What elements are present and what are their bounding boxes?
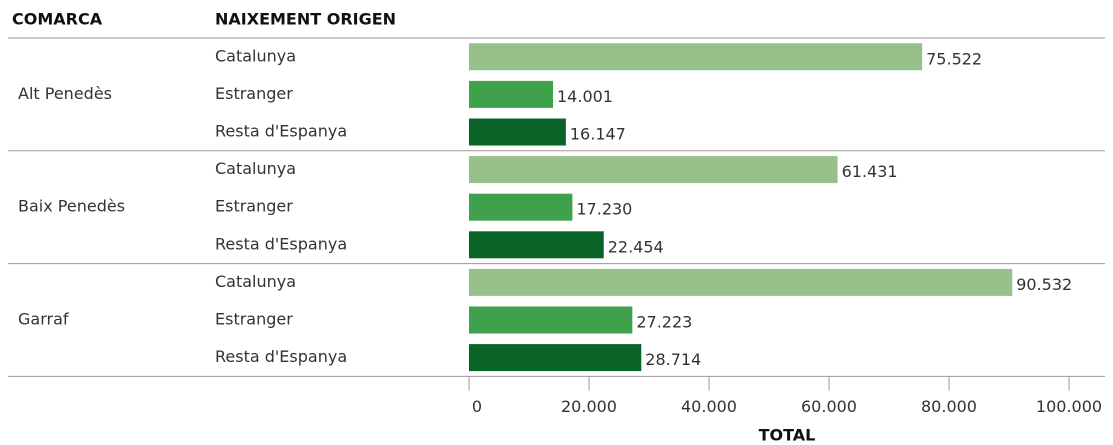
group-label: Garraf [18,310,69,329]
column-header: NAIXEMENT ORIGEN [215,10,396,29]
x-tick-label: 40.000 [681,397,737,416]
value-label: 61.431 [842,162,898,181]
bar [469,193,573,221]
x-tick-label: 0 [472,397,482,416]
row-label: Resta d'Espanya [215,234,347,253]
x-tick-label: 20.000 [561,397,617,416]
group-label: Alt Penedès [18,84,112,103]
value-label: 14.001 [557,87,613,106]
value-label: 22.454 [608,237,664,256]
value-label: 90.532 [1016,275,1072,294]
bar [469,306,633,334]
x-tick-label: 60.000 [801,397,857,416]
x-tick-label: 80.000 [921,397,977,416]
row-label: Estranger [215,197,293,216]
column-header: COMARCA [12,10,103,29]
bar [469,156,838,184]
x-tick-label: 100.000 [1036,397,1102,416]
row-label: Catalunya [215,159,296,178]
bar [469,344,642,372]
value-label: 28.714 [645,350,701,369]
x-axis-label: TOTAL [759,426,816,445]
bar [469,231,604,259]
value-label: 75.522 [926,49,982,68]
row-label: Catalunya [215,272,296,291]
value-label: 17.230 [576,200,632,219]
value-label: 27.223 [636,313,692,332]
row-label: Estranger [215,310,293,329]
row-label: Resta d'Espanya [215,122,347,141]
bar [469,43,923,71]
group-label: Baix Penedès [18,197,125,216]
row-label: Estranger [215,84,293,103]
row-label: Resta d'Espanya [215,347,347,366]
row-label: Catalunya [215,46,296,65]
bar [469,268,1013,296]
value-label: 16.147 [570,125,626,144]
bar [469,118,566,146]
bar [469,80,554,108]
